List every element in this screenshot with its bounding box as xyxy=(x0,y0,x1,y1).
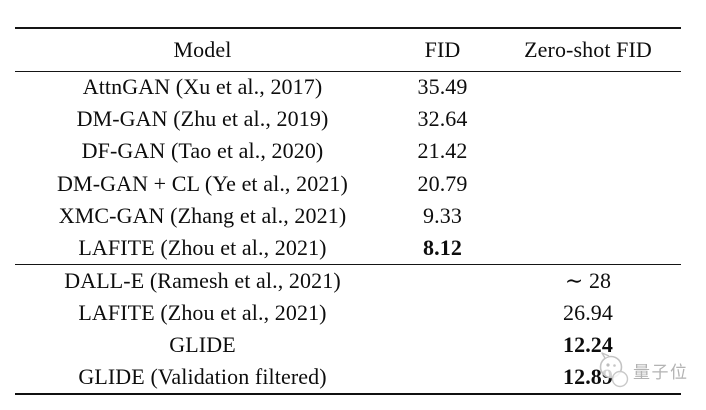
fid-cell xyxy=(390,264,495,297)
model-cell: XMC-GAN (Zhang et al., 2021) xyxy=(58,202,347,228)
table-row: DM-GAN + CL (Ye et al., 2021) 20.79 xyxy=(15,168,681,200)
zero-shot-fid-cell xyxy=(495,168,681,200)
model-cell: GLIDE xyxy=(169,332,236,358)
zero-shot-fid-cell xyxy=(495,135,681,167)
fid-cell: 32.64 xyxy=(417,106,468,132)
fid-results-table: Model FID Zero-shot FID AttnGAN (Xu et a… xyxy=(15,27,681,396)
model-cell: DM-GAN (Zhu et al., 2019) xyxy=(76,106,329,132)
table-row: GLIDE 12.24 xyxy=(15,329,681,362)
fid-cell: 21.42 xyxy=(417,138,468,164)
qbitai-watermark: 量子位 xyxy=(597,352,705,394)
zero-shot-fid-cell xyxy=(495,103,681,135)
table-row: LAFITE (Zhou et al., 2021) 8.12 xyxy=(15,232,681,264)
table-row: AttnGAN (Xu et al., 2017) 35.49 xyxy=(15,71,681,103)
fid-cell: 8.12 xyxy=(423,234,462,260)
model-cell: DALL-E (Ramesh et al., 2021) xyxy=(64,267,341,293)
column-header-model: Model xyxy=(173,36,232,62)
model-cell: LAFITE (Zhou et al., 2021) xyxy=(78,234,327,260)
watermark-text: 量子位 xyxy=(633,363,689,383)
model-cell: GLIDE (Validation filtered) xyxy=(78,364,327,390)
model-cell: LAFITE (Zhou et al., 2021) xyxy=(78,299,327,325)
table-row: DM-GAN (Zhu et al., 2019) 32.64 xyxy=(15,103,681,135)
column-header-zero-shot-fid: Zero-shot FID xyxy=(524,36,652,62)
model-cell: DM-GAN + CL (Ye et al., 2021) xyxy=(57,170,348,196)
fid-cell xyxy=(390,329,495,362)
table-row: DALL-E (Ramesh et al., 2021) ∼ 28 xyxy=(15,264,681,297)
fid-cell xyxy=(390,297,495,330)
zero-shot-fid-cell: 12.24 xyxy=(563,332,613,358)
header-row: Model FID Zero-shot FID xyxy=(15,28,681,71)
zero-shot-fid-cell: 26.94 xyxy=(563,299,613,325)
model-cell: DF-GAN (Tao et al., 2020) xyxy=(81,138,324,164)
table-row: DF-GAN (Tao et al., 2020) 21.42 xyxy=(15,135,681,167)
table-row: LAFITE (Zhou et al., 2021) 26.94 xyxy=(15,297,681,330)
coco-trained-block: AttnGAN (Xu et al., 2017) 35.49 DM-GAN (… xyxy=(15,71,681,264)
zero-shot-fid-cell xyxy=(495,71,681,103)
column-header-fid: FID xyxy=(424,36,461,62)
fid-cell xyxy=(390,362,495,395)
fid-cell: 35.49 xyxy=(417,74,468,100)
zero-shot-fid-cell: ∼ 28 xyxy=(564,267,612,293)
model-cell: AttnGAN (Xu et al., 2017) xyxy=(82,74,323,100)
fid-cell: 20.79 xyxy=(417,170,468,196)
qbitai-mascot-icon xyxy=(599,352,629,388)
fid-cell: 9.33 xyxy=(423,202,462,228)
table-row: GLIDE (Validation filtered) 12.89 xyxy=(15,362,681,395)
zero-shot-fid-cell xyxy=(495,232,681,264)
table-row: XMC-GAN (Zhang et al., 2021) 9.33 xyxy=(15,200,681,232)
zero-shot-fid-cell xyxy=(495,200,681,232)
zero-shot-block: DALL-E (Ramesh et al., 2021) ∼ 28 LAFITE… xyxy=(15,264,681,394)
